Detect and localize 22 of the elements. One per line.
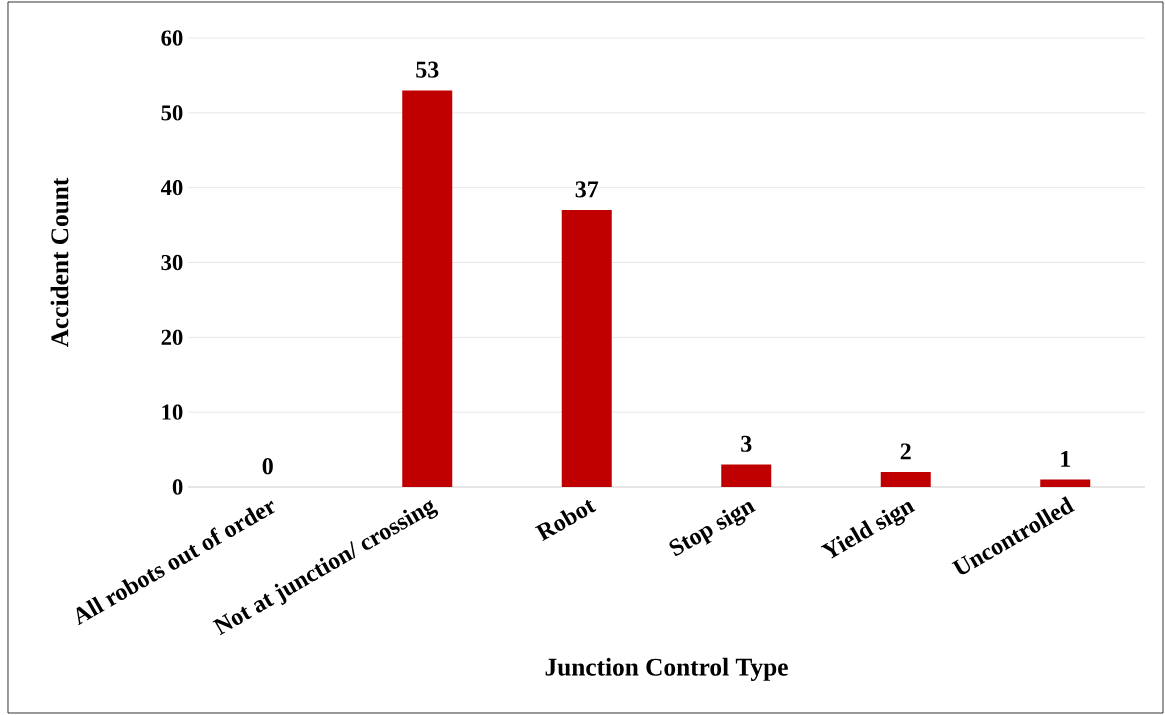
- y-tick-label: 10: [162, 404, 183, 420]
- bar: [561, 210, 612, 487]
- x-tick-label: Stop sign: [669, 501, 756, 556]
- bar: [880, 472, 931, 487]
- y-tick-label: 20: [161, 329, 183, 345]
- data-label: 0: [262, 458, 273, 475]
- x-axis-title: Junction Control Type: [545, 657, 788, 681]
- data-label: 53: [416, 61, 439, 78]
- y-tick-label: 50: [161, 105, 183, 121]
- data-label: 37: [575, 181, 599, 198]
- x-tick-label: Yield sign: [820, 501, 916, 559]
- bar: [721, 464, 772, 487]
- y-tick-label: 40: [160, 180, 183, 196]
- bar: [402, 90, 453, 487]
- y-tick-label: 60: [161, 30, 183, 46]
- data-label: 1: [1061, 450, 1071, 467]
- data-label: 3: [741, 435, 752, 452]
- y-axis-title: Accident Count: [50, 177, 69, 348]
- y-tick-label: 30: [161, 254, 183, 271]
- y-tick-label: 0: [172, 479, 183, 495]
- bar: [1040, 479, 1091, 487]
- data-label: 2: [900, 443, 911, 460]
